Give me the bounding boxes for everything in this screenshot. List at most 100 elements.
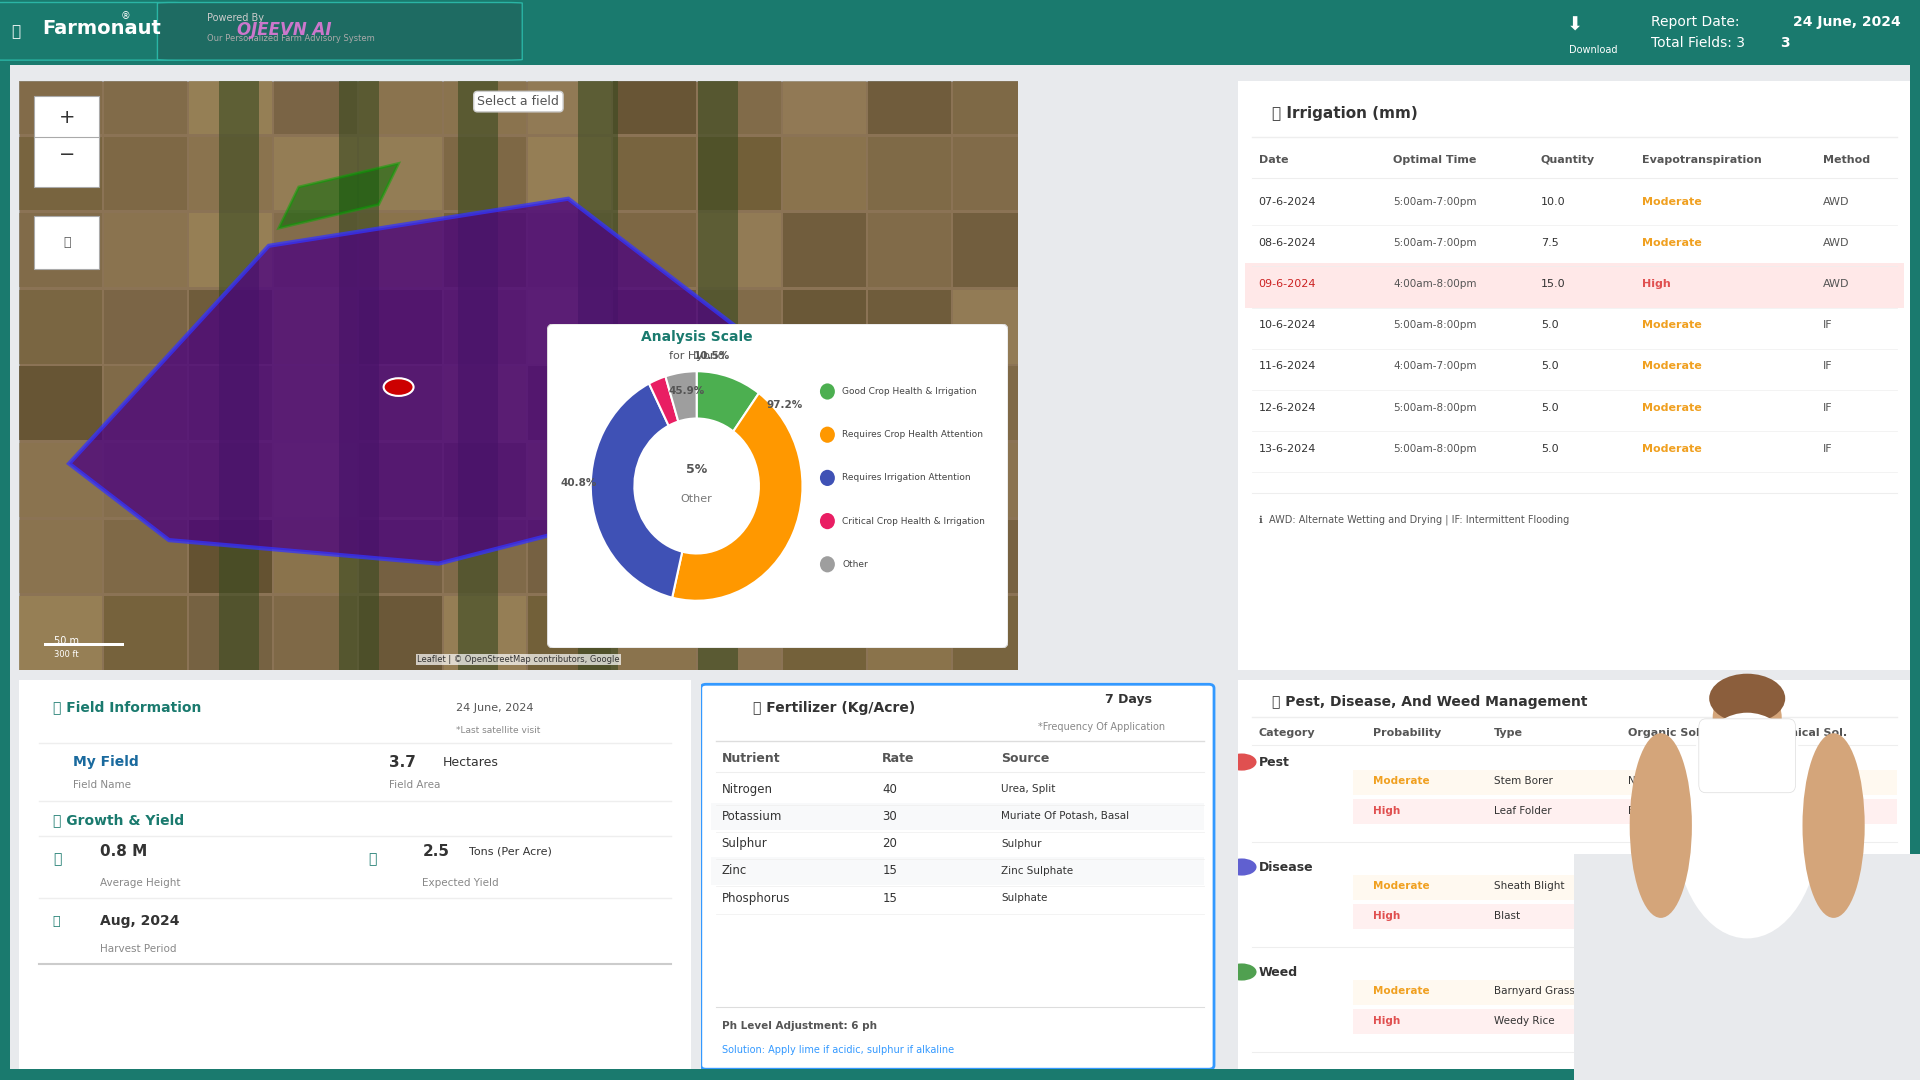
Text: IF: IF	[1824, 444, 1834, 454]
Bar	[528, 366, 611, 440]
Wedge shape	[649, 376, 678, 426]
Text: High: High	[1642, 279, 1670, 289]
Bar	[1246, 264, 1905, 308]
Ellipse shape	[1803, 733, 1864, 918]
Text: Analysis Scale: Analysis Scale	[641, 330, 753, 345]
Bar	[868, 596, 950, 670]
Text: Method: Method	[1824, 156, 1870, 165]
Text: Blast: Blast	[1494, 910, 1521, 920]
FancyBboxPatch shape	[1574, 854, 1920, 1080]
Ellipse shape	[1630, 733, 1692, 918]
Text: 5:00am-7:00pm: 5:00am-7:00pm	[1394, 197, 1476, 206]
Text: Sheath Blight: Sheath Blight	[1494, 881, 1565, 891]
Bar	[699, 443, 781, 516]
Bar	[868, 289, 950, 364]
Bar	[104, 137, 186, 211]
Text: Source: Source	[1002, 752, 1050, 765]
Text: 15.0: 15.0	[1542, 279, 1565, 289]
Text: Ph Level Adjustment: 6 ph: Ph Level Adjustment: 6 ph	[722, 1022, 877, 1031]
FancyBboxPatch shape	[0, 59, 1920, 1075]
Text: Type: Type	[1494, 728, 1523, 738]
Bar	[528, 519, 611, 593]
Text: ⛶: ⛶	[63, 237, 71, 249]
Bar	[699, 596, 781, 670]
Text: 🌿: 🌿	[12, 24, 21, 39]
Bar	[868, 60, 950, 134]
Bar	[275, 214, 357, 287]
Text: Moderate: Moderate	[1373, 777, 1428, 786]
Text: Moderate: Moderate	[1373, 881, 1428, 891]
Bar	[188, 443, 273, 516]
Bar	[19, 443, 102, 516]
Bar	[528, 289, 611, 364]
Text: IF: IF	[1824, 321, 1834, 330]
Text: 5.0: 5.0	[1542, 403, 1559, 413]
Text: Quantity: Quantity	[1542, 156, 1596, 165]
Text: 20: 20	[883, 837, 897, 850]
Bar	[188, 214, 273, 287]
Text: High: High	[1373, 910, 1400, 920]
Text: 💧 Irrigation (mm): 💧 Irrigation (mm)	[1271, 106, 1417, 121]
Ellipse shape	[1709, 674, 1786, 723]
Bar	[188, 366, 273, 440]
Bar	[952, 289, 1035, 364]
Text: 15: 15	[883, 864, 897, 877]
Bar	[710, 775, 1204, 805]
Bar	[952, 596, 1035, 670]
Text: Powered By: Powered By	[207, 13, 265, 23]
Bar	[528, 60, 611, 134]
Bar	[868, 366, 950, 440]
Circle shape	[1713, 678, 1782, 760]
FancyBboxPatch shape	[1233, 76, 1916, 675]
Text: +: +	[60, 108, 75, 127]
Text: 10-6-2024: 10-6-2024	[1260, 321, 1315, 330]
Bar	[444, 60, 526, 134]
Text: Requires Crop Health Attention: Requires Crop Health Attention	[843, 430, 983, 440]
Text: 📏: 📏	[52, 852, 61, 866]
Bar	[275, 137, 357, 211]
Text: Date: Date	[1260, 156, 1288, 165]
Text: 08-6-2024: 08-6-2024	[1260, 238, 1315, 248]
Bar	[44, 643, 125, 646]
FancyBboxPatch shape	[157, 2, 522, 60]
Text: OJEEVN AI: OJEEVN AI	[236, 22, 332, 39]
Text: Other: Other	[843, 559, 868, 569]
Bar	[19, 214, 102, 287]
Bar	[1352, 770, 1897, 795]
Text: Disease: Disease	[1260, 861, 1313, 874]
Bar	[444, 366, 526, 440]
Text: Urea, Split: Urea, Split	[1002, 784, 1056, 794]
Text: 5:00am-8:00pm: 5:00am-8:00pm	[1394, 403, 1476, 413]
Text: Select a field: Select a field	[478, 95, 559, 108]
Text: 10.5%: 10.5%	[693, 351, 730, 362]
Text: IF: IF	[1824, 362, 1834, 372]
Bar	[612, 289, 697, 364]
Circle shape	[384, 378, 413, 396]
Bar	[104, 519, 186, 593]
Bar	[19, 60, 102, 134]
Text: Total Fields: 3: Total Fields: 3	[1651, 36, 1745, 50]
Text: Moderate: Moderate	[1642, 321, 1701, 330]
Bar	[699, 214, 781, 287]
Text: Aug, 2024: Aug, 2024	[100, 915, 179, 929]
Text: 5:00am-8:00pm: 5:00am-8:00pm	[1394, 321, 1476, 330]
Circle shape	[820, 556, 835, 572]
Text: Zinc: Zinc	[722, 864, 747, 877]
Bar	[359, 443, 442, 516]
Text: 40.8%: 40.8%	[561, 478, 597, 488]
Text: Expected Yield: Expected Yield	[422, 878, 499, 888]
Bar	[578, 81, 618, 670]
Text: Trichoderma: Trichoderma	[1628, 881, 1693, 891]
Circle shape	[820, 470, 835, 486]
Bar	[1352, 799, 1897, 824]
Text: Zinc Sulphate: Zinc Sulphate	[1002, 866, 1073, 876]
Bar	[104, 366, 186, 440]
Bar	[612, 137, 697, 211]
Bar	[528, 596, 611, 670]
Bar	[275, 443, 357, 516]
Bar	[359, 596, 442, 670]
Bar	[359, 289, 442, 364]
Bar	[104, 443, 186, 516]
Text: Muriate Of Potash, Basal: Muriate Of Potash, Basal	[1002, 811, 1129, 822]
Text: 5.0: 5.0	[1542, 362, 1559, 372]
